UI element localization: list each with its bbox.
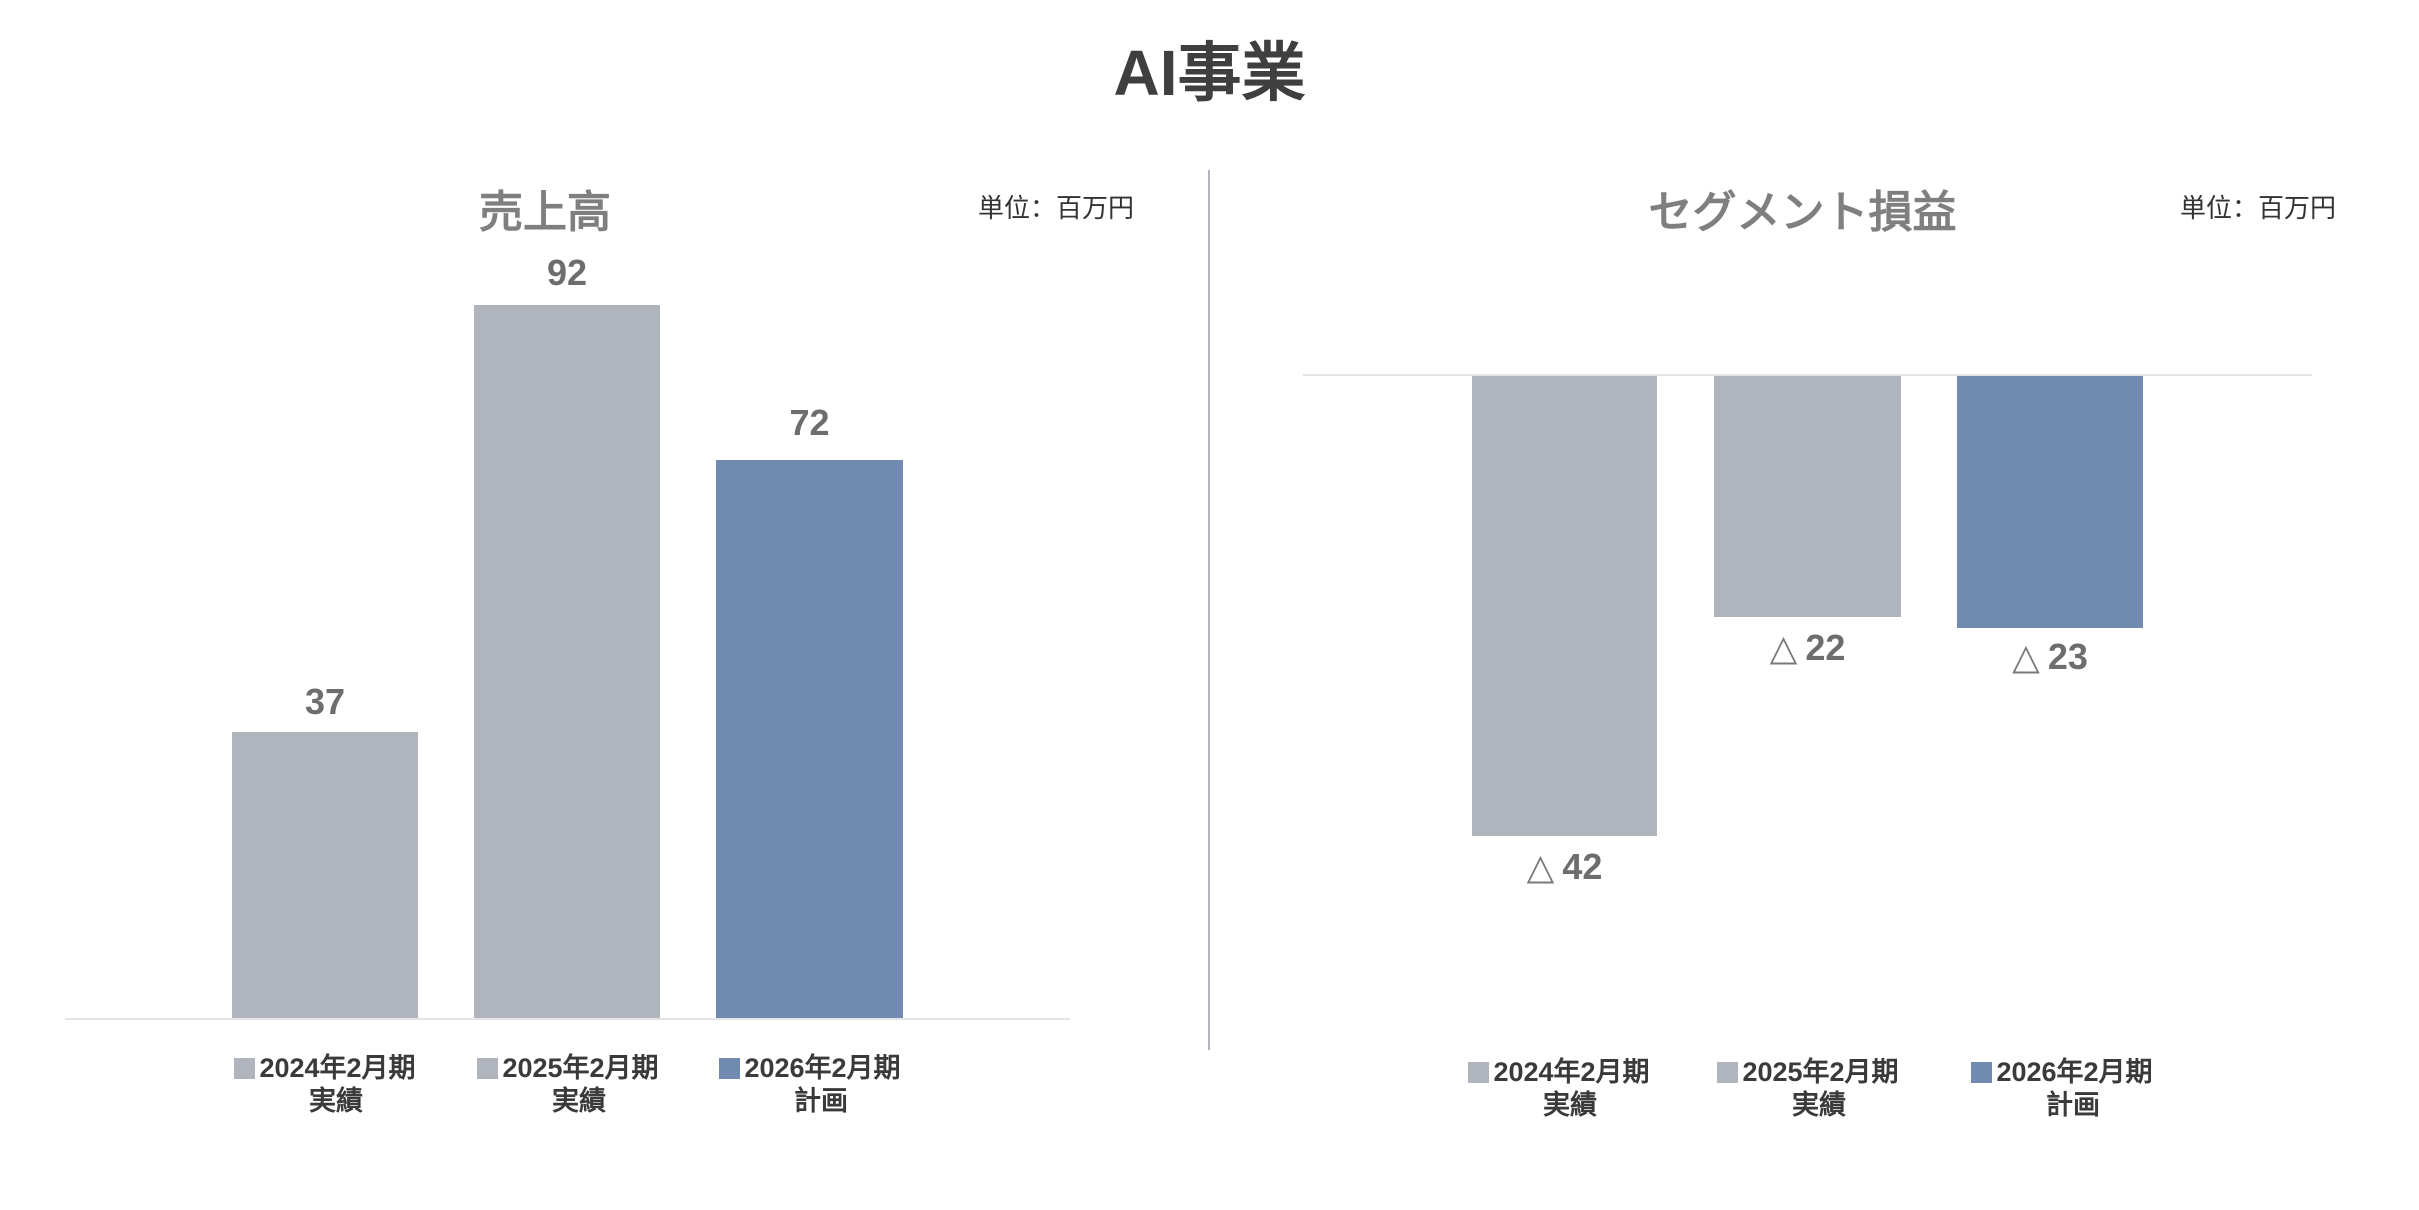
sales-bar-2025 (474, 305, 660, 1019)
legend-swatch-icon (719, 1057, 741, 1079)
segment-unit-label: 単位：百万円 (2180, 193, 2337, 223)
legend-label: 2024年2月期 (259, 1053, 416, 1083)
segment-chart-title: セグメント損益 (1648, 188, 1957, 237)
legend-sublabel: 計画 (794, 1086, 848, 1116)
legend-label: 2025年2月期 (1742, 1057, 1899, 1087)
legend-label: 2026年2月期 (744, 1053, 901, 1083)
sales-x-axis (65, 1018, 1070, 1020)
legend-swatch-icon (477, 1057, 499, 1079)
sales-value-2024: 37 (304, 681, 346, 722)
sales-bar-2026 (716, 460, 903, 1019)
delta-triangle-icon: △ (1526, 846, 1555, 887)
chart-divider (1208, 170, 1210, 1050)
delta-triangle-icon: △ (2012, 636, 2040, 677)
legend-swatch-icon (234, 1057, 256, 1079)
legend-sublabel: 計画 (2046, 1090, 2100, 1120)
segment-zero-line (1303, 374, 2312, 376)
legend-label: 2026年2月期 (1996, 1057, 2153, 1087)
legend-swatch-icon (1468, 1061, 1490, 1083)
sales-value-2026: 72 (789, 402, 830, 443)
segment-legend-item-2025: 2025年2月期 実績 (1708, 1056, 1908, 1122)
sales-chart-title: 売上高 (479, 188, 611, 237)
legend-label: 2025年2月期 (502, 1053, 659, 1083)
sales-bar-2024 (232, 732, 418, 1019)
segment-bar-2026 (1957, 376, 2143, 628)
legend-sublabel: 実績 (309, 1086, 363, 1116)
sales-unit-label: 単位：百万円 (978, 193, 1135, 223)
segment-value-2024: △ 42 (1526, 846, 1603, 887)
legend-sublabel: 実績 (1792, 1090, 1846, 1120)
segment-legend-item-2024: 2024年2月期 実績 (1459, 1056, 1659, 1122)
segment-bar-2024 (1472, 376, 1657, 836)
legend-swatch-icon (1717, 1061, 1739, 1083)
sales-legend-item-2026: 2026年2月期 計画 (710, 1052, 910, 1118)
page-title: AI事業 (1113, 37, 1306, 109)
delta-triangle-icon: △ (1769, 627, 1798, 668)
sales-value-2025: 92 (546, 252, 588, 293)
segment-legend-item-2026: 2026年2月期 計画 (1962, 1056, 2162, 1122)
segment-bar-2025 (1714, 376, 1901, 617)
sales-legend-item-2024: 2024年2月期 実績 (225, 1052, 425, 1118)
segment-value-2025: △ 22 (1769, 627, 1846, 668)
segment-value-2026: △ 23 (2012, 636, 2088, 677)
sales-legend-item-2025: 2025年2月期 実績 (468, 1052, 668, 1118)
legend-swatch-icon (1971, 1061, 1993, 1083)
legend-sublabel: 実績 (1543, 1090, 1597, 1120)
legend-sublabel: 実績 (552, 1086, 606, 1116)
legend-label: 2024年2月期 (1493, 1057, 1650, 1087)
